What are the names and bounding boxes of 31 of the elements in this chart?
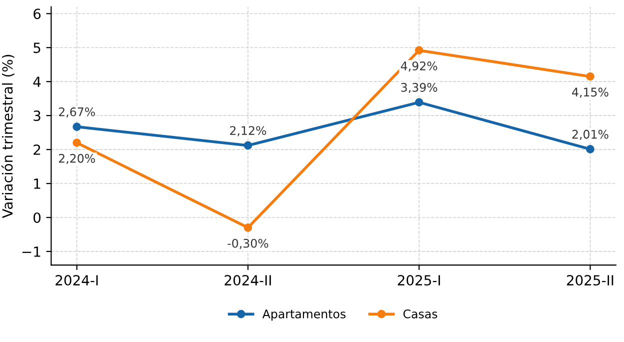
point [586,72,594,81]
x-tick-label: 2024-II [224,275,271,286]
y-tick-label: −1 [22,246,40,257]
y-tick-label: 2 [34,144,40,155]
point [414,98,424,106]
point [72,122,82,131]
point [414,46,424,54]
point [72,138,82,147]
point [586,145,594,154]
data-label: 2,20% [58,154,95,164]
x-tick-label: 2024-I [56,275,98,286]
y-tick-label: 1 [34,178,40,189]
legend-label: Casas [403,309,438,318]
data-label: 4,92% [400,61,438,72]
data-label: 4,15% [572,88,608,98]
y-axis-title: Variación trimestral (%) [1,54,14,218]
y-tick-label: 3 [34,110,40,122]
y-tick-label: 6 [34,8,41,20]
y-tick-label: 4 [33,76,41,87]
data-label: 2,67% [58,107,95,118]
data-label: 2,01% [572,130,608,140]
y-tick-label: 0 [34,212,41,223]
y-tick-label: 5 [34,42,40,54]
data-label: 2,12% [230,126,266,136]
x-tick-label: 2025-I [398,275,440,286]
data-label: -0,30% [228,238,268,249]
data-label: 3,39% [401,82,438,94]
point [244,141,252,150]
x-tick-label: 2025-II [566,275,614,286]
point [244,224,252,232]
legend-label: Apartamentos [262,310,346,321]
